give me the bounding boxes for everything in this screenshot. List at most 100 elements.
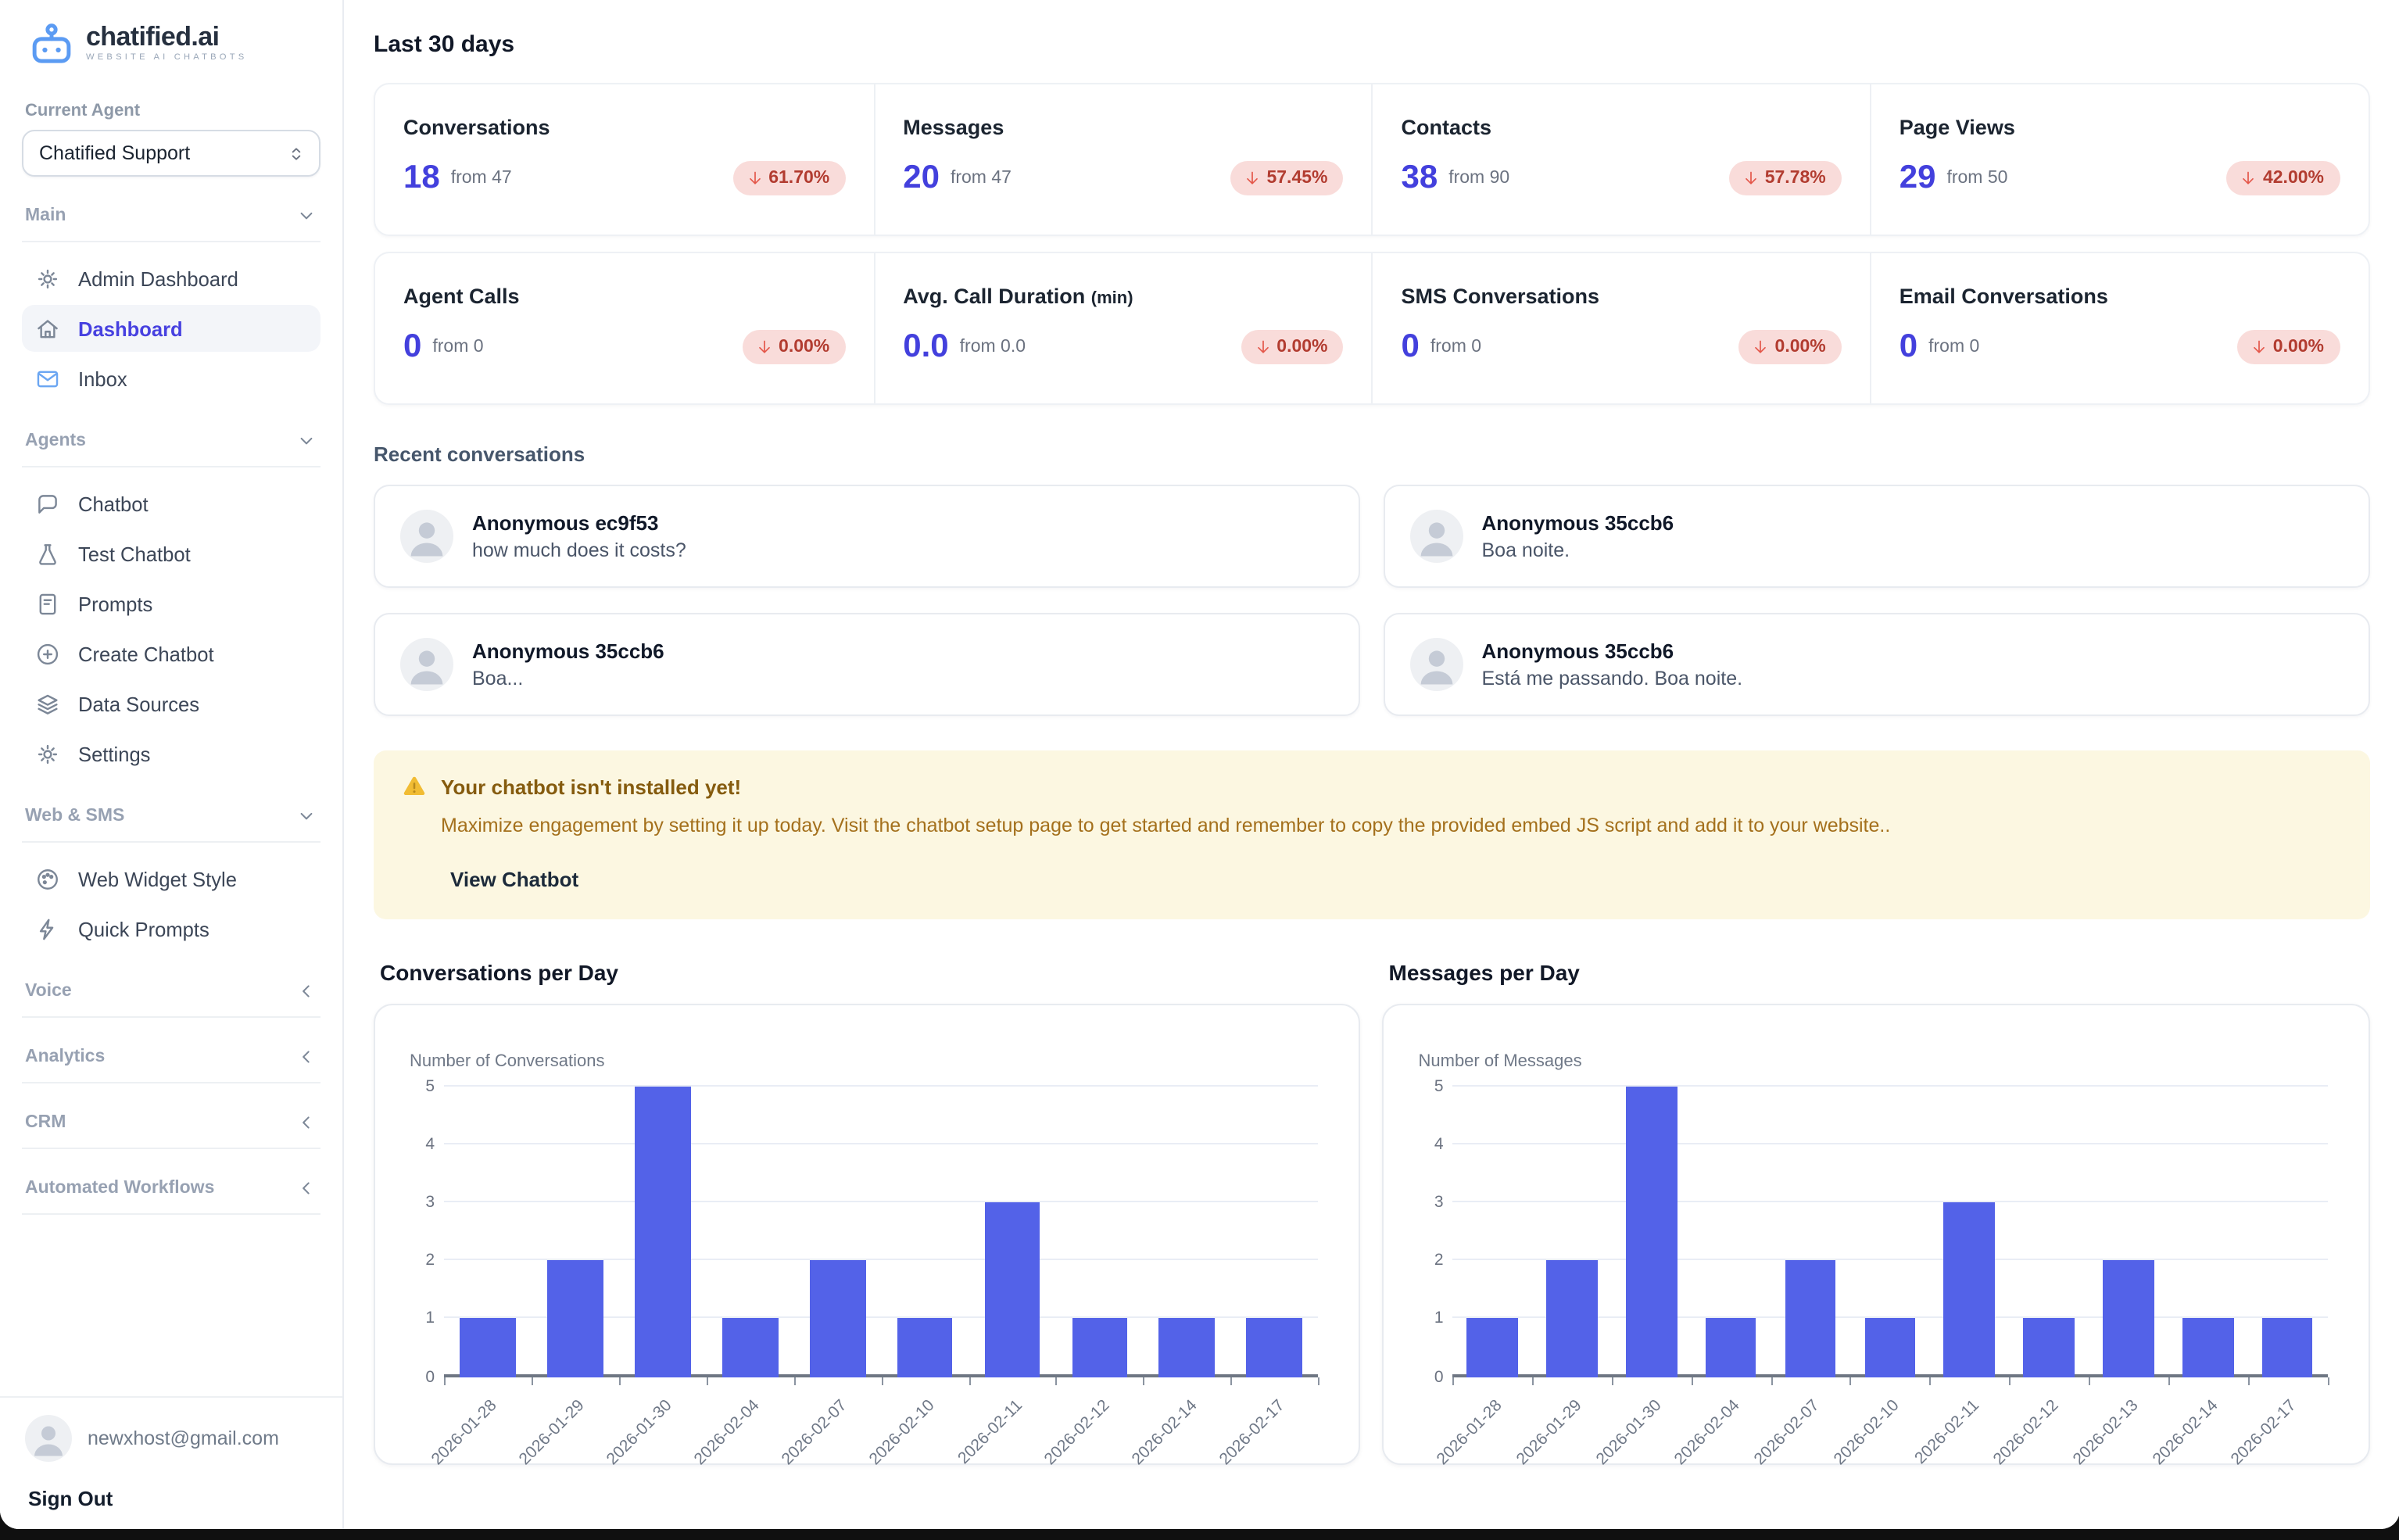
sidebar-item-web-widget-style[interactable]: Web Widget Style (22, 855, 320, 902)
x-tick-label: 2026-02-07 (778, 1395, 851, 1468)
chevron-down-icon (295, 805, 317, 827)
stat-change-badge: 0.00% (2236, 330, 2340, 364)
y-tick-label: 5 (1434, 1076, 1444, 1095)
layers-icon (34, 690, 61, 717)
x-tick-label: 2026-01-28 (1433, 1395, 1506, 1468)
bar-2026-01-29 (1546, 1260, 1598, 1377)
sidebar-section-voice[interactable]: Voice (22, 977, 320, 1005)
stat-from: from 90 (1448, 169, 1510, 188)
chevron-left-icon (295, 1112, 317, 1134)
stat-change-value: 0.00% (2272, 338, 2324, 356)
chart-title: Messages per Day (1388, 959, 1580, 984)
sidebar-section-automated-workflows[interactable]: Automated Workflows (22, 1174, 320, 1202)
stat-value: 18 (403, 159, 440, 195)
user-avatar (25, 1415, 72, 1462)
bar-2026-02-12 (2023, 1318, 2075, 1377)
sidebar-item-admin-dashboard[interactable]: Admin Dashboard (22, 255, 320, 302)
stat-card-agent-calls: Agent Calls 0 from 0 0.00% (375, 253, 873, 403)
divider (22, 1016, 320, 1018)
chat-bubble-icon (34, 490, 61, 517)
divider (22, 466, 320, 467)
sidebar-item-data-sources[interactable]: Data Sources (22, 680, 320, 727)
bar-2026-02-11 (984, 1202, 1040, 1377)
stat-change-badge: 0.00% (1241, 330, 1344, 364)
stat-change-value: 0.00% (1774, 338, 1826, 356)
sidebar-item-quick-prompts[interactable]: Quick Prompts (22, 905, 320, 952)
stat-label: Email Conversations (1899, 285, 2108, 308)
stat-change-badge: 57.78% (1728, 161, 1842, 195)
agent-select[interactable]: Chatified Support (22, 130, 320, 177)
stat-change-value: 57.45% (1266, 169, 1328, 188)
x-tick-mark (1318, 1377, 1320, 1384)
sidebar-section-web-sms[interactable]: Web & SMS (22, 802, 320, 830)
sidebar-section-analytics[interactable]: Analytics (22, 1043, 320, 1071)
sidebar: chatified.ai WEBSITE AI CHATBOTS Current… (0, 0, 344, 1529)
stat-value: 20 (903, 159, 940, 195)
x-tick-label: 2026-02-12 (1040, 1395, 1113, 1468)
sidebar-item-test-chatbot[interactable]: Test Chatbot (22, 530, 320, 577)
flask-icon (34, 540, 61, 567)
agent-select-value: Chatified Support (39, 142, 191, 164)
sidebar-section-agents[interactable]: Agents (22, 427, 320, 455)
sidebar-item-dashboard[interactable]: Dashboard (22, 305, 320, 352)
sidebar-item-chatbot[interactable]: Chatbot (22, 480, 320, 527)
conversation-name: Anonymous 35ccb6 (1481, 639, 1674, 663)
x-tick-mark (2168, 1377, 2170, 1384)
sign-out-button[interactable]: Sign Out (28, 1487, 113, 1510)
document-icon (34, 590, 61, 617)
x-tick-mark (1691, 1377, 1693, 1384)
sidebar-section-label: Voice (25, 982, 72, 1001)
recent-conversations-title: Recent conversations (374, 442, 585, 466)
stat-value: 0.0 (903, 328, 949, 364)
stat-label: Agent Calls (403, 285, 520, 308)
x-tick-label: 2026-02-17 (1215, 1395, 1288, 1468)
mail-icon (34, 365, 61, 392)
x-tick-mark (1532, 1377, 1534, 1384)
conversation-card[interactable]: Anonymous 35ccb6 Boa... (374, 613, 1360, 716)
sidebar-item-label: Admin Dashboard (78, 267, 238, 290)
x-tick-mark (1452, 1377, 1455, 1384)
plot-area: 0 1 2 3 4 5 (425, 1076, 1319, 1386)
stat-from: from 0.0 (959, 338, 1026, 356)
sidebar-item-inbox[interactable]: Inbox (22, 355, 320, 402)
conversation-card[interactable]: Anonymous 35ccb6 Boa noite. (1383, 485, 2369, 588)
gridline (444, 1084, 1319, 1086)
sidebar-section-main[interactable]: Main (22, 202, 320, 230)
x-tick-mark (1611, 1377, 1613, 1384)
lightning-icon (34, 915, 61, 942)
sidebar-section-label: Web & SMS (25, 807, 125, 826)
x-tick-mark (1055, 1377, 1058, 1384)
x-tick-label: 2026-02-14 (2148, 1395, 2222, 1468)
gridline (1452, 1316, 2327, 1319)
chevron-down-icon (295, 205, 317, 227)
sidebar-item-prompts[interactable]: Prompts (22, 580, 320, 627)
conversation-card[interactable]: Anonymous ec9f53 how much does it costs? (374, 485, 1360, 588)
conversation-card[interactable]: Anonymous 35ccb6 Está me passando. Boa no… (1383, 613, 2369, 716)
stat-card-sms-conversations: SMS Conversations 0 from 0 0.00% (1371, 253, 1870, 403)
y-tick-label: 4 (425, 1134, 435, 1154)
avatar (1409, 510, 1463, 563)
stat-value: 0 (1401, 328, 1420, 364)
bar-2026-02-12 (1072, 1318, 1128, 1377)
stat-change-badge: 61.70% (732, 161, 846, 195)
gridline (444, 1373, 1319, 1377)
sidebar-item-create-chatbot[interactable]: Create Chatbot (22, 630, 320, 677)
chart-messages-per-day: Messages per Day Number of Messages 0 1 2 3 4 5… (1382, 959, 2369, 1468)
banner-title: Your chatbot isn't installed yet! (441, 775, 742, 798)
banner-body: Maximize engagement by setting it up tod… (441, 815, 1891, 836)
bar-2026-02-10 (897, 1318, 953, 1377)
arrow-down-icon (1253, 338, 1272, 356)
sidebar-item-settings[interactable]: Settings (22, 730, 320, 777)
page-title: Last 30 days (374, 31, 515, 58)
y-tick-label: 3 (425, 1192, 435, 1212)
gridline (444, 1259, 1319, 1261)
sidebar-section-crm[interactable]: CRM (22, 1108, 320, 1137)
gridline (444, 1142, 1319, 1144)
conversation-name: Anonymous ec9f53 (472, 511, 659, 535)
conversation-name: Anonymous 35ccb6 (472, 639, 664, 663)
stat-change-badge: 42.00% (2226, 161, 2340, 195)
sidebar-section-label: CRM (25, 1113, 66, 1132)
x-tick-label: 2026-01-30 (603, 1395, 676, 1468)
view-chatbot-button[interactable]: View Chatbot (450, 867, 579, 890)
bar-2026-02-14 (2182, 1318, 2234, 1377)
